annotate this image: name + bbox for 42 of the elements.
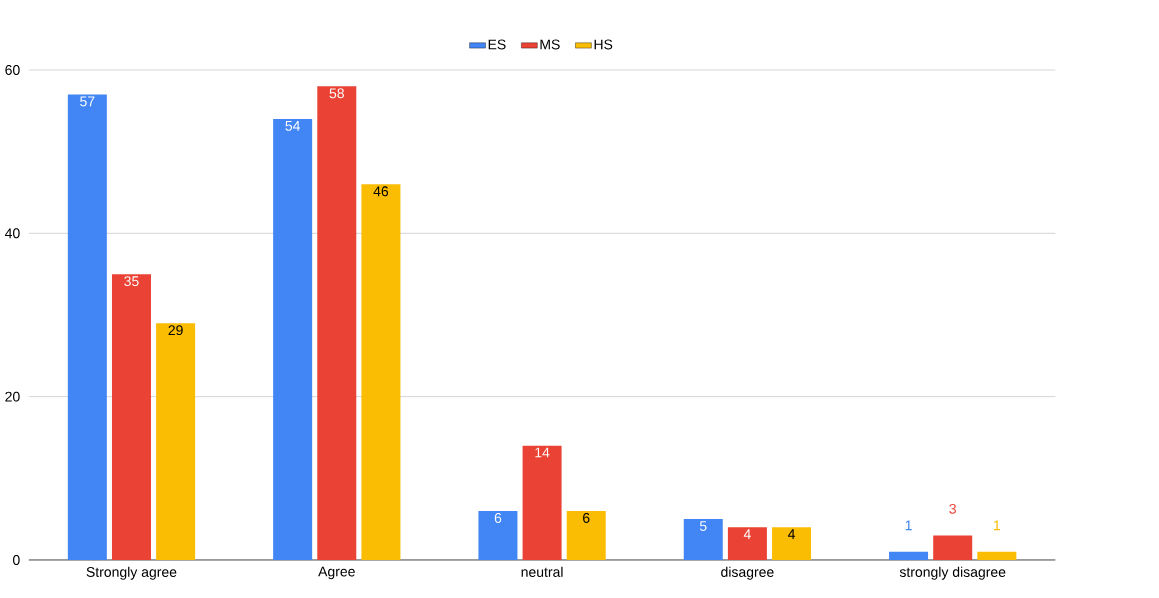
- legend-label: MS: [540, 39, 560, 50]
- bar: [361, 184, 401, 560]
- data-label: 14: [535, 447, 550, 458]
- y-tick-label: 40: [4, 228, 20, 239]
- data-label: 5: [699, 521, 707, 531]
- data-label: 4: [787, 529, 796, 539]
- legend-label: ES: [488, 39, 506, 50]
- bar: [727, 527, 767, 560]
- data-label: 54: [285, 120, 301, 131]
- legend-label: HS: [594, 39, 613, 50]
- data-label: 46: [373, 186, 389, 197]
- bar: [317, 86, 357, 560]
- data-label: 29: [168, 325, 183, 335]
- x-tick-label: neutral: [521, 566, 563, 577]
- bar: [683, 519, 723, 560]
- y-tick-label: 0: [13, 554, 20, 565]
- data-label: 6: [583, 512, 590, 523]
- bar: [977, 551, 1017, 560]
- y-tick-label: 60: [5, 64, 20, 75]
- bar: [111, 274, 151, 560]
- data-label: 57: [80, 96, 95, 107]
- bar: [67, 94, 107, 560]
- bar: [889, 551, 929, 560]
- x-tick-label: strongly disagree: [899, 566, 1006, 580]
- data-label: 1: [994, 520, 1001, 531]
- bar: [478, 510, 518, 560]
- bar: [522, 445, 562, 560]
- x-tick-label: disagree: [721, 566, 774, 580]
- bar: [273, 118, 313, 560]
- x-tick-label: Agree: [318, 566, 355, 580]
- data-label: 3: [949, 503, 956, 514]
- data-label: 1: [905, 520, 912, 531]
- x-tick-label: Strongly agree: [86, 566, 177, 580]
- data-label: 35: [124, 276, 139, 286]
- bar: [933, 535, 973, 560]
- data-label: 6: [494, 512, 502, 523]
- bar: [156, 323, 196, 560]
- y-tick-label: 20: [5, 391, 20, 402]
- data-label: 58: [329, 88, 344, 99]
- bar: [772, 527, 812, 560]
- data-label: 4: [743, 529, 751, 539]
- bar: [566, 510, 606, 560]
